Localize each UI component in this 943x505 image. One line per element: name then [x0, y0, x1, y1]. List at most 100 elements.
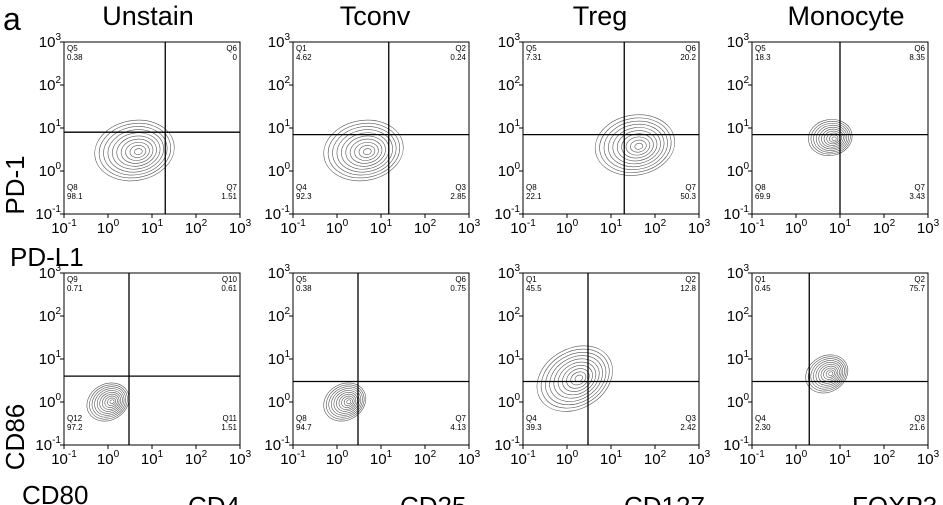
x-tick-label: 102 — [185, 218, 208, 237]
quadrant-name-tr: Q6 — [914, 44, 925, 53]
y-tick-label: 101 — [268, 118, 291, 137]
quadrant-percent-tr: 75.7 — [909, 284, 925, 293]
x-tick-label: 100 — [326, 449, 349, 468]
contour-line — [325, 384, 365, 420]
x-tick-label: 102 — [873, 449, 896, 468]
quadrant-percent-tl: 7.31 — [526, 53, 542, 62]
quadrant-percent-br: 50.3 — [680, 192, 696, 201]
contour-line — [358, 145, 376, 158]
contour-line — [536, 345, 613, 412]
x-tick-label: 101 — [370, 449, 393, 468]
contour-line — [557, 361, 597, 396]
contour-population — [323, 382, 367, 422]
quadrant-name-br: Q3 — [914, 414, 925, 423]
quadrant-name-tl: Q1 — [755, 275, 766, 284]
contour-line — [823, 130, 842, 146]
contour-line — [103, 126, 168, 176]
bottom-label-cd25: CD25 — [400, 491, 466, 505]
plot-frame — [292, 272, 470, 446]
y-tick-label: 100 — [498, 161, 521, 180]
contour-line — [599, 117, 672, 173]
contour-line — [129, 145, 147, 158]
y-tick-label: 102 — [498, 306, 521, 325]
y-tick-label: 102 — [268, 306, 291, 325]
contour-line — [101, 393, 120, 410]
contour-line — [345, 135, 386, 167]
quadrant-name-tl: Q1 — [526, 275, 537, 284]
quadrant-percent-tl: 4.62 — [296, 53, 312, 62]
contour-line — [603, 120, 668, 170]
contour-line — [332, 126, 397, 176]
quadrant-name-bl: Q8 — [296, 414, 307, 423]
plot-frame — [63, 41, 241, 215]
contour-line — [810, 358, 845, 390]
quadrant-percent-br: 2.85 — [450, 192, 466, 201]
contour-line — [96, 390, 123, 414]
contour-line — [630, 139, 647, 153]
contour-line — [125, 141, 150, 161]
x-tick-label: 10-1 — [510, 218, 536, 237]
bottom-label-cd4: CD4 — [188, 491, 240, 505]
quadrant-percent-bl: 39.3 — [526, 423, 542, 432]
quadrant-name-br: Q3 — [685, 414, 696, 423]
x-tick-label: 100 — [97, 449, 120, 468]
quadrant-percent-br: 1.51 — [221, 423, 237, 432]
plot-unstain-row2: 10-110-1100100101101102102103103Q90.71Q1… — [35, 263, 251, 468]
column-title-unstain: Unstain — [102, 1, 194, 31]
contour-population — [808, 119, 853, 156]
x-tick-label: 102 — [414, 218, 437, 237]
contour-line — [570, 371, 587, 386]
y-tick-label: 100 — [268, 392, 291, 411]
plot-monocyte-row1: 10-110-1100100101101102102103103Q518.3Q6… — [723, 32, 939, 237]
x-tick-label: 101 — [141, 218, 164, 237]
contour-line — [112, 132, 161, 170]
plot-unstain-row1: 10-110-1100100101101102102103103Q50.38Q6… — [35, 32, 251, 237]
quadrant-name-tr: Q2 — [455, 44, 466, 53]
contour-line — [363, 148, 372, 155]
contour-line — [831, 136, 837, 141]
contour-line — [608, 123, 665, 168]
quadrant-name-tr: Q6 — [226, 44, 237, 53]
x-tick-label: 10-1 — [51, 449, 77, 468]
y-tick-label: 102 — [39, 75, 62, 94]
quadrant-percent-bl: 94.7 — [296, 423, 312, 432]
contour-line — [553, 358, 600, 399]
contour-line — [562, 365, 593, 392]
contour-line — [327, 122, 400, 179]
contour-line — [354, 141, 379, 161]
contour-population — [323, 119, 404, 182]
x-tick-label: 103 — [688, 449, 711, 468]
contour-line — [89, 384, 128, 420]
x-tick-label: 101 — [600, 449, 623, 468]
quadrant-name-bl: Q12 — [67, 414, 83, 423]
y-tick-label: 103 — [727, 263, 750, 282]
contour-line — [338, 393, 357, 410]
quadrant-percent-tl: 0.38 — [67, 53, 83, 62]
quadrant-name-bl: Q8 — [526, 183, 537, 192]
quadrant-percent-bl: 2.30 — [755, 423, 771, 432]
x-tick-label: 101 — [141, 449, 164, 468]
panel-label: a — [3, 1, 21, 37]
x-tick-label: 100 — [556, 449, 579, 468]
plot-frame — [63, 272, 241, 446]
contour-line — [107, 129, 164, 173]
quadrant-percent-bl: 22.1 — [526, 192, 542, 201]
contour-population — [94, 119, 175, 182]
quadrant-percent-tr: 0 — [233, 53, 238, 62]
contour-line — [808, 119, 853, 156]
row2-x-axis-label: CD80 — [22, 480, 88, 505]
contour-line — [823, 367, 837, 380]
quadrant-name-tr: Q2 — [914, 275, 925, 284]
quadrant-name-tl: Q5 — [526, 44, 537, 53]
y-tick-label: 101 — [39, 118, 62, 137]
contour-line — [120, 138, 154, 164]
y-tick-label: 101 — [268, 349, 291, 368]
quadrant-percent-bl: 92.3 — [296, 192, 312, 201]
quadrant-name-tr: Q6 — [455, 275, 466, 284]
contour-line — [99, 392, 122, 412]
quadrant-percent-bl: 97.2 — [67, 423, 83, 432]
contour-line — [94, 388, 125, 416]
quadrant-name-bl: Q8 — [755, 183, 766, 192]
quadrant-percent-tl: 0.71 — [67, 284, 83, 293]
